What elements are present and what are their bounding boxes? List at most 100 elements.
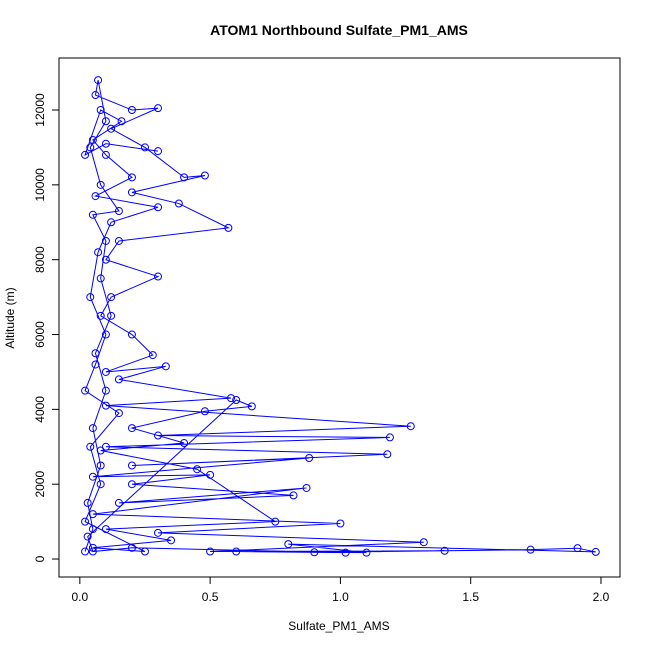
data-point xyxy=(154,528,163,537)
data-point xyxy=(271,517,280,526)
data-point xyxy=(88,543,97,552)
data-point xyxy=(224,223,233,232)
data-point xyxy=(573,544,582,553)
data-point xyxy=(161,362,170,371)
data-point xyxy=(289,491,298,500)
data-point xyxy=(88,510,97,519)
data-point xyxy=(383,450,392,459)
y-tick-label: 4000 xyxy=(33,396,47,423)
data-point xyxy=(94,248,103,257)
x-tick-label: 0.0 xyxy=(72,590,89,604)
data-point xyxy=(96,446,105,455)
data-point xyxy=(362,548,371,557)
y-axis-label: Altitude (m) xyxy=(3,287,17,348)
data-point xyxy=(81,150,90,159)
data-point xyxy=(101,139,110,148)
data-point xyxy=(88,424,97,433)
data-point xyxy=(81,386,90,395)
data-point xyxy=(206,470,215,479)
data-point xyxy=(86,293,95,302)
x-tick-label: 0.5 xyxy=(202,590,219,604)
y-tick-label: 6000 xyxy=(33,321,47,348)
data-point xyxy=(385,433,394,442)
data-point xyxy=(81,517,90,526)
data-point xyxy=(127,480,136,489)
data-point xyxy=(154,203,163,212)
data-point xyxy=(101,367,110,376)
data-point xyxy=(96,274,105,283)
data-point xyxy=(114,375,123,384)
data-point xyxy=(200,171,209,180)
data-point xyxy=(88,210,97,219)
data-point xyxy=(174,199,183,208)
data-point xyxy=(114,207,123,216)
x-tick-label: 1.5 xyxy=(462,590,479,604)
data-point xyxy=(247,402,256,411)
data-point xyxy=(127,543,136,552)
data-point xyxy=(310,548,319,557)
data-point xyxy=(96,180,105,189)
data-point xyxy=(107,124,116,133)
data-point xyxy=(101,255,110,264)
data-point xyxy=(127,424,136,433)
data-point xyxy=(88,525,97,534)
data-point xyxy=(101,330,110,339)
data-point xyxy=(86,442,95,451)
data-point xyxy=(96,480,105,489)
data-point xyxy=(336,519,345,528)
y-tick-label: 10000 xyxy=(33,168,47,202)
data-point xyxy=(167,536,176,545)
data-point xyxy=(101,236,110,245)
data-point xyxy=(101,401,110,410)
data-point xyxy=(127,106,136,115)
data-point xyxy=(193,465,202,474)
data-point xyxy=(114,498,123,507)
data-point xyxy=(127,461,136,470)
data-point xyxy=(140,547,149,556)
data-point xyxy=(101,525,110,534)
data-point xyxy=(117,117,126,126)
data-point xyxy=(114,236,123,245)
chart-title: ATOM1 Northbound Sulfate_PM1_AMS xyxy=(210,22,468,38)
data-point xyxy=(232,547,241,556)
data-point xyxy=(91,360,100,369)
data-point xyxy=(419,538,428,547)
data-point xyxy=(94,76,103,85)
data-point xyxy=(96,461,105,470)
data-point xyxy=(154,272,163,281)
x-tick-label: 2.0 xyxy=(593,590,610,604)
data-point xyxy=(154,104,163,113)
data-point xyxy=(101,150,110,159)
data-point xyxy=(591,547,600,556)
data-point xyxy=(96,106,105,115)
data-point xyxy=(200,407,209,416)
y-tick-label: 12000 xyxy=(33,93,47,127)
x-axis-label: Sulfate_PM1_AMS xyxy=(288,619,389,633)
data-point xyxy=(140,143,149,152)
data-point xyxy=(305,454,314,463)
data-line xyxy=(84,79,596,554)
data-point xyxy=(302,483,311,492)
data-point xyxy=(180,439,189,448)
x-tick-label: 1.0 xyxy=(332,590,349,604)
data-point xyxy=(127,330,136,339)
y-tick-label: 8000 xyxy=(33,246,47,273)
data-point xyxy=(232,396,241,405)
data-point xyxy=(88,135,97,144)
data-point xyxy=(440,546,449,555)
data-point xyxy=(83,498,92,507)
data-point xyxy=(107,293,116,302)
data-point xyxy=(341,548,350,557)
data-point xyxy=(127,188,136,197)
data-point xyxy=(526,545,535,554)
data-point xyxy=(107,218,116,227)
data-point xyxy=(86,143,95,152)
data-point xyxy=(91,192,100,201)
y-tick-label: 2000 xyxy=(33,471,47,498)
data-point xyxy=(91,349,100,358)
data-point xyxy=(101,386,110,395)
data-point xyxy=(284,540,293,549)
data-point xyxy=(101,442,110,451)
data-point xyxy=(101,117,110,126)
